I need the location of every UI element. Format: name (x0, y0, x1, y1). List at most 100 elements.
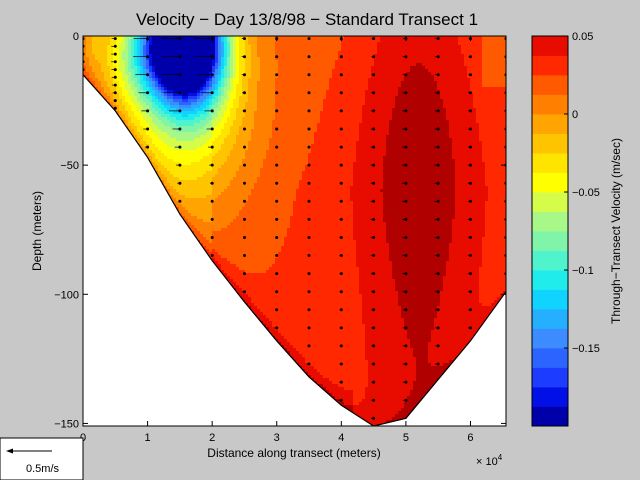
field-cell (176, 66, 180, 70)
field-cell (188, 177, 192, 181)
field-cell (170, 159, 174, 163)
field-cell (167, 69, 171, 73)
field-cell (161, 162, 165, 166)
field-cell (143, 69, 147, 73)
field-cell (182, 195, 186, 199)
field-cell (164, 72, 168, 76)
field-cell (155, 159, 159, 163)
field-cell (92, 48, 96, 52)
field-cell (179, 180, 183, 184)
field-cell (191, 204, 195, 208)
field-cell (98, 69, 102, 73)
field-cell (128, 93, 132, 97)
field-cell (173, 66, 177, 70)
field-cell (134, 117, 138, 121)
field-cell (188, 213, 192, 217)
field-cell (113, 66, 117, 70)
field-cell (170, 96, 174, 100)
field-cell (158, 90, 162, 94)
field-cell (119, 93, 123, 97)
field-cell (161, 45, 165, 49)
field-cell (119, 75, 123, 79)
field-cell (137, 93, 141, 97)
field-cell (179, 183, 183, 187)
field-cell (89, 57, 93, 61)
field-cell (197, 171, 201, 175)
field-cell (131, 54, 135, 58)
field-cell (182, 156, 186, 160)
field-cell (188, 105, 192, 109)
field-cell (182, 90, 186, 94)
field-cell (107, 66, 111, 70)
field-cell (104, 93, 108, 97)
field-cell (179, 207, 183, 211)
field-cell (122, 117, 126, 121)
field-cell (122, 96, 126, 100)
field-cell (131, 84, 135, 88)
field-cell (149, 111, 153, 115)
field-cell (164, 180, 168, 184)
field-cell (101, 93, 105, 97)
field-cell (125, 87, 129, 91)
field-cell (116, 72, 120, 76)
field-cell (125, 63, 129, 67)
field-cell (182, 147, 186, 151)
field-cell (125, 84, 129, 88)
field-cell (155, 42, 159, 46)
field-cell (173, 177, 177, 181)
field-cell (185, 36, 189, 40)
field-cell (188, 57, 192, 61)
field-cell (92, 45, 96, 49)
field-cell (176, 75, 180, 79)
field-cell (104, 69, 108, 73)
field-cell (155, 147, 159, 151)
field-cell (176, 204, 180, 208)
field-cell (134, 63, 138, 67)
field-cell (125, 96, 129, 100)
field-cell (194, 108, 198, 112)
field-cell (158, 42, 162, 46)
field-cell (143, 105, 147, 109)
field-cell (134, 129, 138, 133)
field-cell (134, 90, 138, 94)
field-cell (179, 63, 183, 67)
field-cell (155, 66, 159, 70)
field-cell (113, 57, 117, 61)
field-cell (179, 165, 183, 169)
field-cell (170, 180, 174, 184)
field-cell (188, 126, 192, 130)
field-cell (155, 135, 159, 139)
field-cell (128, 51, 132, 55)
field-cell (179, 153, 183, 157)
field-cell (137, 48, 141, 52)
field-cell (197, 36, 201, 40)
field-cell (179, 69, 183, 73)
field-cell (164, 114, 168, 118)
field-cell (182, 135, 186, 139)
field-cell (128, 117, 132, 121)
field-cell (197, 105, 201, 109)
field-cell (182, 111, 186, 115)
field-cell (173, 48, 177, 52)
field-cell (140, 138, 144, 142)
field-cell (143, 78, 147, 82)
field-cell (170, 81, 174, 85)
field-cell (119, 39, 123, 43)
field-cell (152, 159, 156, 163)
field-cell (194, 162, 198, 166)
field-cell (119, 63, 123, 67)
field-cell (98, 81, 102, 85)
field-cell (140, 99, 144, 103)
field-cell (182, 123, 186, 127)
field-cell (173, 201, 177, 205)
field-cell (98, 45, 102, 49)
field-cell (191, 189, 195, 193)
field-cell (170, 99, 174, 103)
field-cell (116, 87, 120, 91)
field-cell (125, 36, 129, 40)
field-cell (119, 108, 123, 112)
field-cell (140, 93, 144, 97)
field-cell (164, 90, 168, 94)
field-cell (119, 105, 123, 109)
field-cell (164, 60, 168, 64)
